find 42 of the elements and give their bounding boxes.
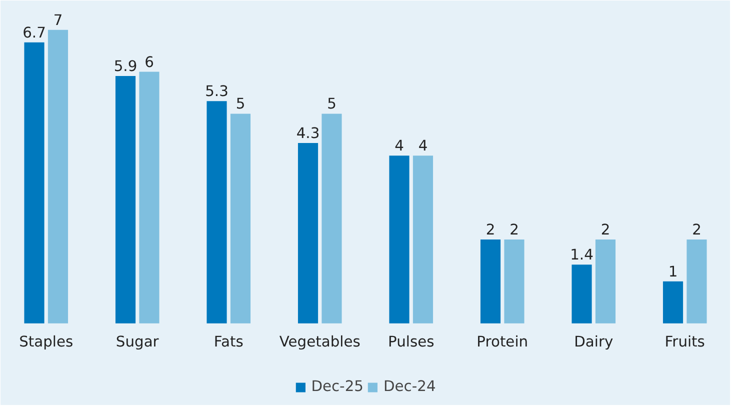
x-tick-label: Fats bbox=[214, 333, 244, 350]
data-label: 2 bbox=[600, 221, 610, 238]
data-label: 1.4 bbox=[570, 246, 594, 264]
bar bbox=[480, 239, 501, 324]
bar bbox=[412, 156, 434, 324]
bar bbox=[389, 156, 410, 324]
bar bbox=[115, 76, 136, 324]
data-label: 5.3 bbox=[205, 83, 228, 100]
x-tick-label: Sugar bbox=[116, 333, 160, 350]
data-label: 2 bbox=[510, 221, 519, 238]
legend-label: Dec-24 bbox=[384, 378, 436, 395]
data-label: 5 bbox=[236, 96, 246, 113]
x-tick-label: Vegetables bbox=[279, 333, 360, 350]
data-label: 2 bbox=[692, 221, 702, 238]
data-label: 4 bbox=[418, 138, 428, 155]
legend-label: Dec-25 bbox=[311, 378, 364, 395]
bar bbox=[230, 114, 251, 324]
bar bbox=[322, 114, 342, 324]
data-label: 5 bbox=[327, 96, 336, 113]
bar bbox=[139, 72, 160, 324]
data-label: 5.9 bbox=[114, 58, 138, 75]
data-label: 6.7 bbox=[22, 24, 46, 42]
bar bbox=[504, 239, 524, 324]
data-label: 6 bbox=[144, 54, 154, 71]
x-tick-label: Fruits bbox=[664, 333, 705, 350]
x-tick-label: Staples bbox=[19, 333, 74, 350]
bar bbox=[298, 143, 318, 324]
bar bbox=[48, 30, 68, 324]
data-label: 7 bbox=[53, 12, 63, 29]
bar bbox=[24, 42, 44, 324]
data-label: 2 bbox=[486, 221, 496, 238]
x-tick-label: Pulses bbox=[388, 333, 434, 350]
bar bbox=[206, 101, 227, 324]
bar bbox=[662, 281, 684, 324]
x-tick-label: Dairy bbox=[574, 333, 614, 350]
bar bbox=[572, 264, 592, 324]
data-label: 1 bbox=[668, 263, 678, 280]
data-label: 4.3 bbox=[296, 125, 320, 142]
data-label: 4 bbox=[394, 138, 404, 155]
bar bbox=[595, 239, 616, 324]
bar bbox=[686, 239, 707, 324]
x-tick-label: Protein bbox=[476, 333, 528, 350]
